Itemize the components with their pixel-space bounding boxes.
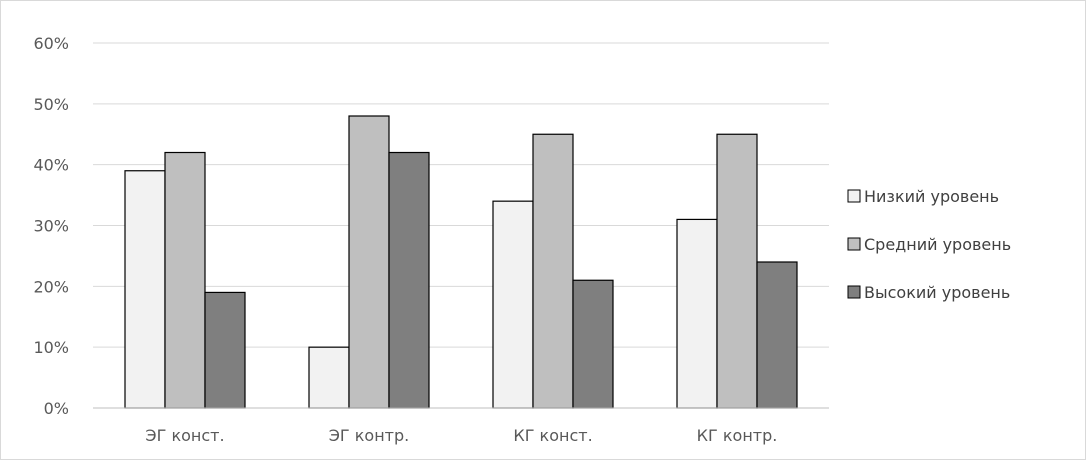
y-tick-label: 10% [33,338,69,357]
legend-layer: Низкий уровень Средний уровень Высокий уро… [847,187,1011,302]
bar [572,279,614,409]
y-tick-label: 40% [33,156,69,175]
legend-label: Низкий уровень [864,187,999,206]
legend-swatch [847,237,861,251]
legend-label: Высокий уровень [864,283,1010,302]
y-tick-label: 50% [33,95,69,114]
y-tick-label: 20% [33,277,69,296]
axis-layer: 0% 10% 20% 30% 40% 50% 60% ЭГ конст. ЭГ контр. КГ… [33,34,829,445]
bar [676,218,718,409]
legend-swatch [847,285,861,299]
bar [308,346,350,409]
legend-item: Средний уровень [847,235,1011,254]
x-tick-label: ЭГ контр. [329,426,410,445]
y-tick-label: 30% [33,217,69,236]
bar [388,151,430,409]
bar [204,291,246,409]
legend-item: Низкий уровень [847,187,999,206]
bar [124,170,166,409]
x-tick-label: КГ конст. [513,426,592,445]
legend-label: Средний уровень [864,235,1011,254]
legend-swatch [847,189,861,203]
bar [756,261,798,409]
bar [716,133,758,409]
bar [492,200,534,409]
x-tick-label: ЭГ конст. [145,426,224,445]
bar-layer [124,115,798,409]
y-tick-label: 0% [44,399,69,418]
bar [164,151,206,409]
legend-item: Высокий уровень [847,283,1010,302]
bar [348,115,390,409]
bar [532,133,574,409]
y-tick-label: 60% [33,34,69,53]
x-tick-label: КГ контр. [697,426,778,445]
